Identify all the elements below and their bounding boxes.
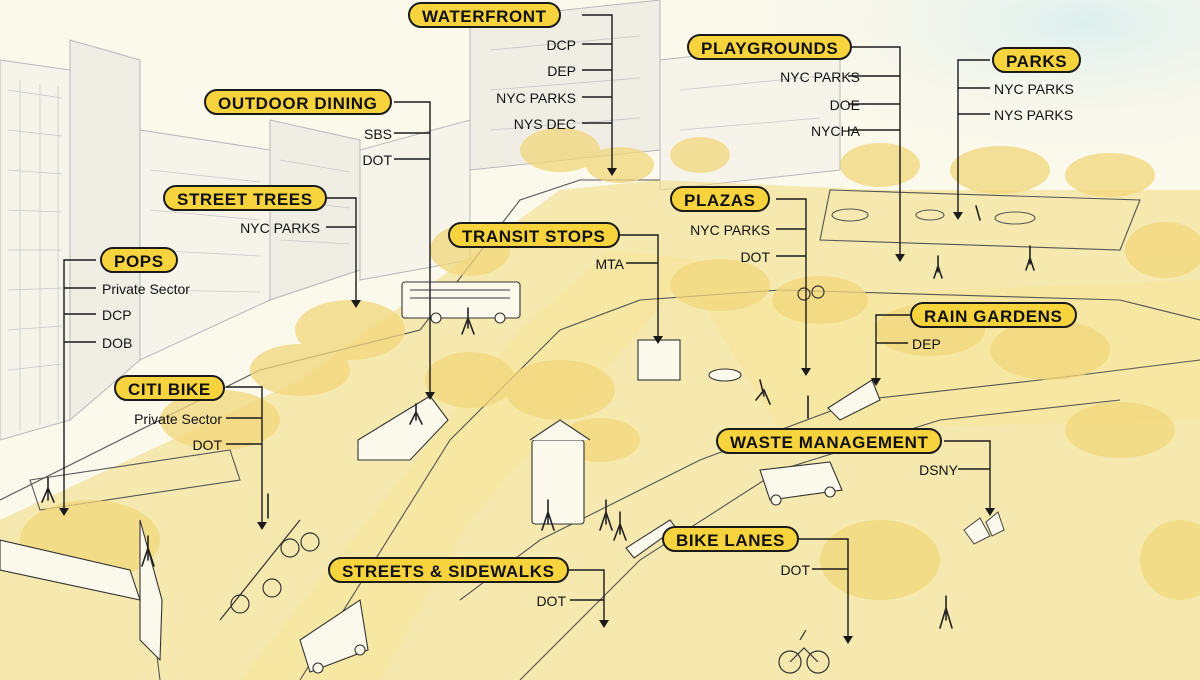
label-plazas: PLAZAS (670, 186, 770, 212)
label-outdoor-dining: OUTDOOR DINING (204, 89, 392, 115)
agency-rain-gardens-1: DEP (912, 336, 941, 352)
agency-plazas-1: NYC PARKS (690, 222, 770, 238)
agency-waterfront-2: DEP (547, 63, 576, 79)
agency-transit-stops-1: MTA (595, 256, 624, 272)
agency-waterfront-3: NYC PARKS (496, 90, 576, 106)
agency-waterfront-4: NYS DEC (513, 116, 576, 132)
label-streets-sidewalks: STREETS & SIDEWALKS (328, 557, 569, 583)
label-waste-management: WASTE MANAGEMENT (716, 428, 943, 454)
agency-parks-2: NYS PARKS (994, 107, 1074, 123)
label-playgrounds: PLAYGROUNDS (687, 34, 853, 60)
taxi-shape (299, 599, 369, 673)
agency-waste-management-1: DSNY (919, 462, 958, 478)
bikes (219, 285, 830, 674)
label-citi-bike: CITI BIKE (114, 375, 225, 401)
label-rain-gardens: RAIN GARDENS (910, 302, 1077, 328)
agency-playgrounds-3: NYCHA (810, 123, 860, 139)
agency-citi-bike-1: Private Sector (134, 411, 222, 427)
car-shape (759, 461, 843, 501)
agency-streets-sidewalks-1: DOT (536, 593, 566, 609)
agency-bike-lanes-1: DOT (780, 562, 810, 578)
agency-plazas-2: DOT (740, 249, 770, 265)
agency-citi-bike-2: DOT (192, 437, 222, 453)
building-windows (7, 35, 821, 430)
people (41, 205, 1035, 629)
agency-outdoor-dining-2: DOT (362, 152, 392, 168)
rain-garden-planter (827, 379, 881, 421)
label-transit-stops: TRANSIT STOPS (448, 222, 620, 248)
label-street-trees: STREET TREES (163, 185, 327, 211)
agency-outdoor-dining-1: SBS (363, 126, 392, 142)
waste-bags (963, 511, 1005, 545)
agency-playgrounds-1: NYC PARKS (780, 69, 860, 85)
label-bike-lanes: BIKE LANES (662, 526, 799, 552)
label-pops: POPS (100, 247, 178, 273)
bus-shape (401, 281, 521, 319)
agency-waterfront-1: DCP (546, 37, 576, 53)
label-waterfront: WATERFRONT (408, 2, 561, 28)
agency-parks-1: NYC PARKS (994, 81, 1074, 97)
agency-playgrounds-2: DOE (829, 97, 860, 113)
agency-pops-3: DOB (102, 335, 133, 351)
agency-pops-2: DCP (102, 307, 132, 323)
agency-street-trees-1: NYC PARKS (240, 220, 320, 236)
agency-pops-1: Private Sector (102, 281, 190, 297)
label-parks: PARKS (992, 47, 1082, 73)
